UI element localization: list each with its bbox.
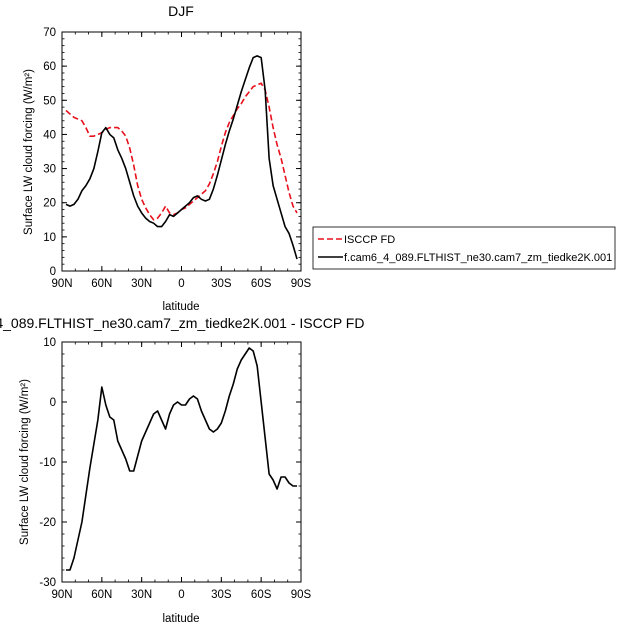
top-ytick-label: 50 [43,95,56,107]
top-ytick-label: 10 [43,232,56,244]
top-xtick-label: 90S [291,278,312,290]
top-y-axis-label: Surface LW cloud forcing (W/m²) [23,69,35,235]
top-ytick-label: 60 [43,61,56,73]
top-ytick-label: 30 [43,164,56,176]
bottom-axis-ticks [61,341,302,583]
top-xtick-label: 90N [51,278,72,290]
bottom-series-line-difference [65,347,298,571]
top-ytick-label: 20 [43,198,56,210]
top-series-line-isccp [65,82,298,221]
bottom-ytick-label: -30 [39,577,56,589]
top-ytick-label: 0 [50,266,56,278]
top-xtick-label: 60S [251,278,272,290]
bottom-series [65,347,298,571]
bottom-ytick-label: -20 [39,517,56,529]
bottom-xtick-label: 0 [178,589,184,601]
bottom-xtick-label: 60N [91,589,112,601]
top-xtick-label: 30N [131,278,152,290]
legend-box [312,226,616,270]
legend-label-model: f.cam6_4_089.FLTHIST_ne30.cam7_zm_tiedke… [344,252,612,264]
legend: ISCCP FD f.cam6_4_089.FLTHIST_ne30.cam7_… [312,226,616,270]
bottom-x-tick-labels: 90N 60N 30N 0 30S 60S 90S [51,589,311,601]
top-chart-title: DJF [168,3,194,19]
top-series-line-model [65,55,298,260]
bottom-ytick-label: -10 [39,457,56,469]
top-xtick-label: 30S [211,278,232,290]
legend-label-isccp: ISCCP FD [344,234,395,246]
top-y-tick-labels: 0 10 20 30 40 50 60 70 [43,27,56,278]
top-ytick-label: 40 [43,129,56,141]
bottom-ytick-label: 10 [43,337,56,349]
bottom-plot-frame [61,341,302,583]
top-xtick-label: 0 [178,278,184,290]
top-x-tick-labels: 90N 60N 30N 0 30S 60S 90S [51,278,311,290]
top-series [65,55,298,260]
bottom-xtick-label: 90S [291,589,312,601]
bottom-xtick-label: 30N [131,589,152,601]
top-ytick-label: 70 [43,27,56,39]
bottom-y-axis-label: Surface LW cloud forcing (W/m²) [19,379,31,545]
bottom-xtick-label: 30S [211,589,232,601]
top-plot-frame [61,31,302,272]
top-x-axis-label: latitude [162,301,199,313]
bottom-y-tick-labels: -30 -20 -10 0 10 [39,337,56,589]
top-panel: DJF Surface LW cloud forcing (W/m²) lati… [23,3,312,313]
bottom-xtick-label: 90N [51,589,72,601]
bottom-panel: f.cam6_4_089.FLTHIST_ne30.cam7_zm_tiedke… [0,315,364,625]
bottom-ytick-label: 0 [50,397,56,409]
top-xtick-label: 60N [91,278,112,290]
bottom-xtick-label: 60S [251,589,272,601]
bottom-x-axis-label: latitude [162,613,199,625]
bottom-chart-title: f.cam6_4_089.FLTHIST_ne30.cam7_zm_tiedke… [0,315,364,331]
